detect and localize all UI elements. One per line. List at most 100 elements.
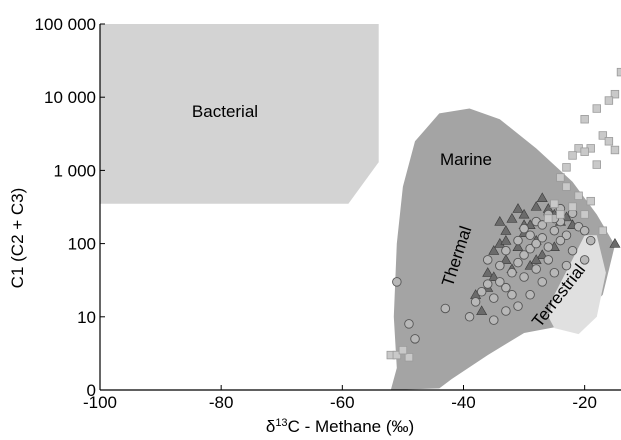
data-point-circle (410, 334, 420, 344)
data-point-circle (513, 235, 523, 246)
data-point-circle (525, 244, 535, 254)
data-point-circle (507, 290, 517, 300)
data-point-circle (470, 297, 481, 307)
y-tick-label: 10 000 (44, 88, 96, 107)
data-point-square (604, 96, 614, 105)
y-tick-label: 0 (87, 381, 96, 400)
data-point-circle (464, 312, 475, 322)
x-tick-label: -40 (451, 393, 476, 412)
data-point-square (568, 151, 577, 160)
data-point-square (568, 202, 577, 211)
data-point-circle (392, 277, 402, 287)
data-point-circle (501, 282, 511, 293)
region-terrestrial (548, 235, 606, 335)
data-point-circle (549, 267, 560, 278)
data-point-circle (476, 286, 487, 297)
y-tick-label: 100 000 (35, 15, 96, 34)
y-tick-label: 100 (68, 235, 96, 254)
data-point-triangle (506, 212, 518, 223)
x-axis-label-superscript: 13 (275, 417, 287, 429)
data-point-circle (501, 245, 511, 256)
data-point-triangle (500, 254, 512, 264)
data-point-circle (543, 255, 554, 265)
data-point-circle (561, 230, 572, 241)
data-point-circle (489, 293, 499, 303)
data-point-triangle (530, 201, 542, 211)
data-point-circle (567, 245, 578, 256)
ticks-layer: -100 -80 -60 -40 -20 0 10 100 1 000 10 000 100 000 (35, 15, 597, 412)
data-point-triangle (482, 267, 494, 277)
data-point-square (592, 160, 601, 169)
axes-layer (99, 24, 621, 391)
x-tick-label: -60 (330, 393, 355, 412)
data-point-square (586, 196, 595, 206)
region-bacterial (100, 24, 379, 204)
data-point-circle (549, 225, 560, 236)
data-point-circle (501, 306, 511, 316)
data-point-triangle (488, 245, 500, 255)
data-point-triangle (530, 254, 542, 264)
data-point-square (610, 89, 620, 99)
data-point-square (562, 182, 571, 191)
x-tick-label: -80 (209, 393, 234, 412)
data-point-circle (585, 235, 596, 246)
data-point-triangle (609, 237, 621, 248)
data-point-triangle (500, 234, 512, 245)
data-point-square (580, 115, 589, 124)
data-point-circle (537, 277, 547, 287)
region-label-marine: Marine (440, 150, 492, 169)
data-point-circle (543, 242, 554, 252)
data-point-triangle (536, 192, 548, 203)
data-point-circle (489, 315, 499, 325)
data-point-square (592, 104, 601, 113)
data-point-circle (579, 255, 590, 265)
data-point-square (398, 345, 408, 355)
data-point-circle (440, 303, 451, 314)
data-point-square (574, 191, 583, 200)
x-axis-label-text: C - Methane (‰) (288, 417, 415, 436)
y-tick-label: 1 000 (53, 161, 96, 180)
data-point-square (580, 147, 589, 156)
data-point-triangle (518, 208, 530, 219)
data-point-square (556, 173, 565, 182)
x-tick-label: -20 (572, 393, 597, 412)
data-point-square (562, 163, 571, 172)
data-point-square (616, 67, 621, 77)
data-point-triangle (512, 241, 524, 251)
data-point-circle (519, 272, 529, 282)
data-point-circle (495, 260, 505, 271)
data-point-circle (525, 230, 535, 241)
data-point-square (544, 214, 553, 223)
data-point-circle (579, 225, 590, 236)
data-points-layer (386, 67, 621, 362)
y-axis-label: C1 (C2 + C3) (8, 188, 27, 289)
x-tick-label: -100 (83, 393, 117, 412)
data-point-circle (482, 255, 493, 265)
data-point-circle (555, 235, 566, 246)
data-point-square (610, 145, 620, 155)
data-point-circle (495, 277, 505, 287)
data-point-triangle (476, 305, 488, 316)
data-point-circle (525, 290, 535, 300)
data-point-square (598, 226, 608, 235)
y-tick-label: 10 (77, 308, 96, 327)
data-point-circle (537, 233, 547, 243)
data-point-square (550, 199, 559, 208)
data-point-square (556, 210, 565, 219)
data-point-circle (519, 223, 529, 234)
data-point-square (598, 131, 608, 140)
data-point-circle (561, 260, 572, 271)
data-point-circle (537, 220, 547, 230)
data-point-square (580, 210, 589, 219)
data-point-square (604, 137, 614, 146)
data-point-circle (404, 319, 414, 329)
data-point-triangle (488, 271, 500, 282)
data-point-circle (482, 279, 493, 289)
data-point-circle (507, 267, 517, 278)
data-point-square (404, 353, 414, 362)
data-point-triangle (494, 215, 506, 226)
data-point-circle (513, 301, 523, 311)
data-point-triangle (512, 203, 524, 213)
data-point-square (392, 350, 402, 360)
